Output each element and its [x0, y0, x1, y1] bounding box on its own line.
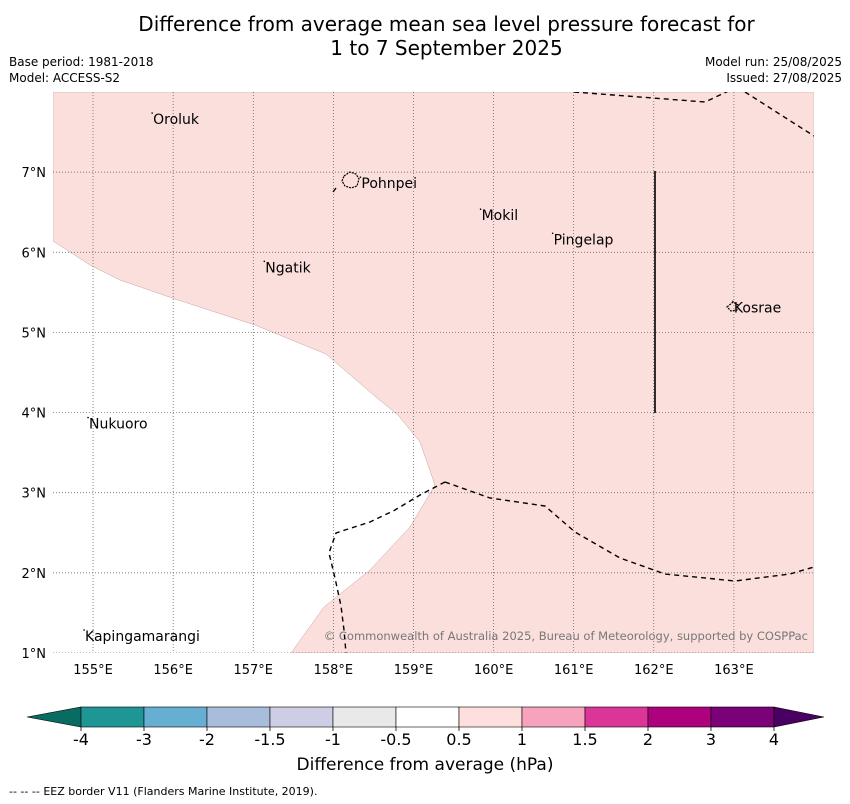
lat-tick-label: 5°N — [22, 326, 47, 341]
colorbar-segment — [80, 706, 145, 728]
lon-tick-label: 161°E — [554, 663, 594, 678]
kosrae-island-outline — [726, 301, 739, 312]
place-kosrae: Kosrae — [732, 300, 781, 316]
pohnpei-island-outline — [341, 171, 360, 189]
place-label: Mokil — [482, 208, 519, 224]
eez-legend-symbol: -- -- -- — [9, 785, 40, 798]
lon-tick-label: 158°E — [314, 663, 354, 678]
lon-tick-label: 157°E — [233, 663, 273, 678]
base-period-label: Base period: 1981-2018 — [9, 55, 154, 69]
colorbar-tick-label: -0.5 — [380, 730, 411, 749]
colorbar-tick-label: 1 — [517, 730, 527, 749]
copyright-note: © Commonwealth of Australia 2025, Bureau… — [324, 629, 808, 643]
colorbar-title: Difference from average (hPa) — [296, 755, 554, 775]
eez-legend: -- -- -- EEZ border V11 (Flanders Marine… — [9, 785, 317, 798]
place-pohnpei: Pohnpei — [359, 176, 417, 192]
place-marker — [732, 300, 734, 303]
place-label: Pingelap — [554, 232, 614, 248]
issued-label: Issued: 27/08/2025 — [726, 71, 842, 85]
lat-tick-label: 4°N — [22, 407, 47, 422]
lat-tick-label: 6°N — [22, 246, 47, 261]
model-label: Model: ACCESS-S2 — [9, 71, 121, 85]
chart-title: Difference from average mean sea level p… — [0, 12, 850, 60]
colorbar: -4 -3 -2 -1.5 -1 -0.5 0.5 1 1.5 2 3 4 — [26, 706, 825, 749]
lat-tick-label: 3°N — [22, 487, 47, 502]
colorbar-tick-label: -1.5 — [254, 730, 285, 749]
lat-tick-label: 1°N — [22, 647, 47, 662]
eez-border — [444, 481, 814, 582]
pressure-anomaly-fill — [53, 92, 814, 653]
lat-tick-label: 7°N — [22, 166, 47, 181]
title-line-1: Difference from average mean sea level p… — [138, 12, 755, 36]
title-line-2: 1 to 7 September 2025 — [330, 36, 563, 60]
colorbar-over-arrow — [773, 706, 825, 728]
colorbar-segment — [143, 706, 208, 728]
colorbar-tick-label: -1 — [325, 730, 341, 749]
meta-right: Model run: 25/08/2025 Issued: 27/08/2025 — [705, 54, 842, 86]
place-label: Oroluk — [153, 112, 200, 128]
eez-legend-text: EEZ border V11 (Flanders Marine Institut… — [43, 785, 318, 798]
eez-border — [332, 187, 337, 193]
place-label: Ngatik — [265, 260, 311, 276]
place-pingelap: Pingelap — [551, 232, 614, 248]
place-marker — [551, 232, 554, 235]
colorbar-tick-label: -2 — [199, 730, 215, 749]
colorbar-tick-label: 1.5 — [572, 730, 597, 749]
colorbar-segment — [206, 706, 271, 728]
place-marker — [359, 176, 362, 178]
colorbar-tick-label: 2 — [643, 730, 653, 749]
place-marker — [87, 416, 89, 419]
colorbar-tick-label: -3 — [136, 730, 152, 749]
place-marker — [479, 208, 482, 211]
place-kapingamarangi: Kapingamarangi — [83, 629, 200, 645]
place-label: Pohnpei — [361, 176, 417, 192]
place-nukuoro: Nukuoro — [87, 416, 148, 433]
lon-tick-label: 159°E — [394, 663, 434, 678]
colorbar-segment — [395, 706, 460, 728]
place-oroluk: Oroluk — [151, 112, 200, 128]
colorbar-tick-label: 3 — [706, 730, 716, 749]
lon-tick-label: 163°E — [714, 663, 754, 678]
colorbar-segment — [710, 706, 775, 728]
place-marker — [151, 112, 153, 114]
lon-tick-label: 162°E — [634, 663, 674, 678]
meta-left: Base period: 1981-2018 Model: ACCESS-S2 — [9, 54, 154, 86]
lon-tick-label: 155°E — [73, 663, 113, 678]
eez-border — [744, 92, 814, 137]
colorbar-segment — [458, 706, 523, 728]
eez-border — [328, 481, 446, 653]
colorbar-segment — [584, 706, 649, 728]
place-mokil: Mokil — [479, 208, 519, 224]
colorbar-tick-label: -4 — [73, 730, 89, 749]
colorbar-tick-label: 0.5 — [446, 730, 471, 749]
colorbar-segment — [647, 706, 712, 728]
lon-tick-label: 160°E — [474, 663, 514, 678]
place-marker — [83, 629, 85, 631]
colorbar-segment — [269, 706, 334, 728]
colorbar-under-arrow — [26, 706, 82, 728]
place-marker — [263, 260, 266, 263]
place-ngatik: Ngatik — [263, 260, 312, 276]
place-label: Kosrae — [734, 300, 781, 316]
colorbar-segment — [332, 706, 397, 728]
model-run-label: Model run: 25/08/2025 — [704, 55, 842, 69]
map-clip — [53, 92, 814, 653]
place-label: Kapingamarangi — [85, 629, 200, 645]
colorbar-tick-label: 4 — [769, 730, 779, 749]
eez-border — [573, 92, 729, 103]
place-label: Nukuoro — [89, 417, 147, 433]
colorbar-segment — [521, 706, 586, 728]
lat-tick-label: 2°N — [22, 567, 47, 582]
map-area: Oroluk Pohnpei Mokil Pingelap Ngatik Kosrae Nu… — [22, 92, 814, 678]
lon-tick-label: 156°E — [153, 663, 193, 678]
